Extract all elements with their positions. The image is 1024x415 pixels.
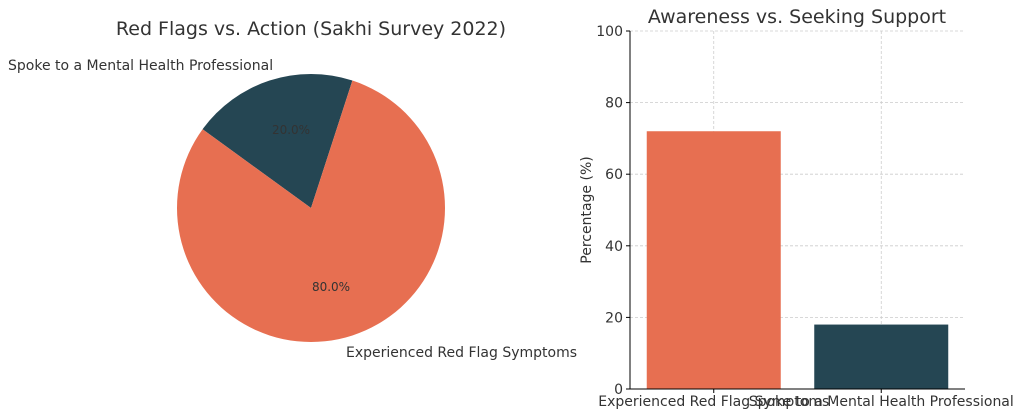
y-tick-label: 100 xyxy=(596,24,623,40)
x-tick-label: Experienced Red Flag Symptoms xyxy=(598,394,829,410)
pie-slices xyxy=(176,74,445,343)
y-tick-label: 40 xyxy=(605,239,623,255)
bar-chart-title: Awareness vs. Seeking Support xyxy=(648,6,946,28)
pie-slice-professional xyxy=(202,74,353,208)
y-tick-label: 20 xyxy=(605,310,623,326)
y-axis-ticks: 0 20 40 60 80 100 xyxy=(596,24,630,398)
y-tick-label: 80 xyxy=(605,96,623,112)
y-tick-label: 0 xyxy=(614,382,623,398)
bar-professional xyxy=(814,324,949,389)
pie-slice-red-flag xyxy=(176,80,445,343)
pie-percent-label-red-flag: 80.0% xyxy=(312,280,350,294)
pie-category-label-professional: Spoke to a Mental Health Professional xyxy=(8,58,273,74)
pie-chart: Red Flags vs. Action (Sakhi Survey 2022)… xyxy=(8,18,577,361)
bar-red-flag xyxy=(646,131,781,390)
y-tick-label: 60 xyxy=(605,167,623,183)
pie-percent-label-professional: 20.0% xyxy=(272,123,310,137)
x-tick-label: Spoke to a Mental Health Professional xyxy=(749,394,1014,410)
y-axis-label: Percentage (%) xyxy=(579,156,595,263)
pie-category-label-red-flag: Experienced Red Flag Symptoms xyxy=(346,345,577,361)
pie-chart-title: Red Flags vs. Action (Sakhi Survey 2022) xyxy=(116,18,506,40)
bar-series xyxy=(646,131,949,390)
bar-chart: Awareness vs. Seeking Support 0 20 40 60 80 1… xyxy=(579,6,1014,410)
